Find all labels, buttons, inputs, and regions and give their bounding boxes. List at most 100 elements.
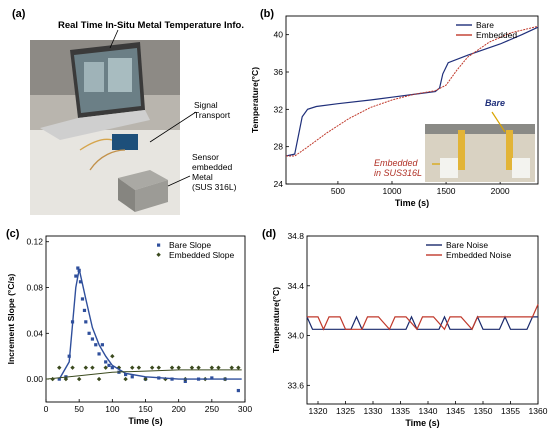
panel-letter-a: (a) [12, 8, 26, 20]
point-c-0 [57, 377, 61, 381]
point-c-1 [149, 365, 155, 370]
y-axis-label-d: Temperature(°C) [271, 287, 281, 353]
point-c-1 [209, 365, 215, 370]
inset-card-1 [440, 158, 458, 178]
point-c-0 [236, 388, 240, 393]
point-c-0 [100, 343, 104, 347]
point-c-0 [82, 308, 87, 313]
point-c-1 [176, 365, 181, 370]
series-line-c-2 [58, 269, 242, 380]
point-c-1 [156, 365, 161, 370]
panel-letter-d: (d) [262, 228, 277, 240]
annotation-embedded: in SUS316L [374, 168, 422, 178]
point-c-0 [104, 360, 108, 364]
x-tick-label-d: 1335 [391, 406, 410, 416]
x-tick-label-d: 1330 [364, 406, 383, 416]
point-c-0 [183, 379, 187, 383]
x-tick-label-d: 1325 [336, 406, 355, 416]
point-c-1 [229, 365, 234, 370]
point-c-0 [94, 343, 98, 347]
y-axis-label-b: Temperature(°C) [250, 67, 260, 133]
y-tick-label-d: 34.8 [287, 231, 304, 241]
point-c-1 [169, 365, 175, 370]
series-line-b-1 [286, 25, 539, 157]
point-c-0 [124, 372, 128, 377]
x-tick-label-c: 0 [44, 404, 49, 414]
point-c-1 [216, 365, 221, 370]
legend-marker-c [156, 252, 161, 257]
y-tick-label-c: 0.00 [26, 374, 43, 384]
point-c-0 [90, 337, 95, 341]
point-c-0 [78, 280, 83, 284]
photo-title: Real Time In-Situ Metal Temperature Info… [58, 20, 244, 31]
point-c-0 [107, 363, 111, 367]
panel-letter-b: (b) [260, 8, 275, 20]
point-c-1 [143, 376, 148, 382]
label-sensor-metal: Sensor embedded Metal (SUS 316L) [192, 152, 237, 192]
x-tick-label-d: 1320 [309, 406, 328, 416]
y-tick-label-c: 0.08 [26, 283, 43, 293]
x-axis-label-b: Time (s) [395, 198, 429, 208]
point-c-0 [80, 297, 85, 301]
point-c-1 [57, 365, 62, 370]
inset-tape-2 [506, 130, 513, 170]
y-tick-label-b: 40 [274, 30, 284, 40]
x-tick-label-c: 300 [238, 404, 252, 414]
series-line-d-0 [306, 315, 538, 330]
x-tick-label-d: 1340 [419, 406, 438, 416]
y-tick-label-b: 36 [274, 67, 284, 77]
y-tick-label-b: 24 [274, 179, 284, 189]
arrow-bare [491, 111, 506, 133]
annotation-bare: Bare [485, 98, 505, 108]
point-c-0 [74, 274, 78, 278]
x-tick-label-c: 250 [205, 404, 219, 414]
y-tick-label-b: 28 [274, 142, 284, 152]
point-c-0 [130, 375, 134, 379]
legend-label-b: Embedded [476, 30, 517, 40]
x-tick-label-b: 1500 [437, 186, 456, 196]
x-tick-label-b: 1000 [383, 186, 402, 196]
y-tick-label-d: 34.0 [287, 331, 304, 341]
x-tick-label-c: 50 [74, 404, 84, 414]
point-c-1 [196, 365, 201, 370]
y-tick-label-c: 0.04 [26, 328, 43, 338]
point-c-1 [96, 376, 102, 382]
point-c-1 [130, 365, 135, 370]
legend-label-b: Bare [476, 20, 494, 30]
point-c-1 [83, 365, 88, 370]
x-tick-label-d: 1360 [529, 406, 548, 416]
series-line-d-1 [307, 304, 539, 331]
point-c-1 [50, 376, 55, 382]
x-axis-label-d: Time (s) [405, 418, 439, 428]
legend-marker-c [157, 243, 161, 247]
point-c-0 [97, 352, 101, 356]
point-c-1 [76, 376, 82, 382]
inset-photo-top [425, 124, 535, 134]
annotation-embedded: Embedded [374, 158, 419, 168]
y-tick-label-b: 32 [274, 104, 284, 114]
x-tick-label-c: 200 [172, 404, 186, 414]
point-c-0 [110, 366, 114, 370]
point-c-1 [103, 365, 108, 370]
x-axis-label-c: Time (s) [128, 416, 162, 426]
x-tick-label-d: 1355 [501, 406, 520, 416]
series-line-c-3 [45, 369, 242, 380]
inset-card-2 [512, 158, 530, 178]
point-c-1 [110, 354, 115, 359]
panel-letter-c: (c) [6, 228, 20, 240]
y-axis-label-c: Increment Slope (°C/s) [6, 273, 16, 364]
point-c-0 [87, 331, 91, 335]
x-tick-label-c: 150 [138, 404, 152, 414]
point-c-0 [210, 376, 214, 380]
y-tick-label-d: 34.4 [287, 281, 304, 291]
point-c-1 [189, 365, 195, 370]
inset-tape-1 [458, 130, 465, 170]
legend-label-d: Bare Noise [446, 240, 488, 250]
x-tick-label-b: 2000 [491, 186, 510, 196]
y-tick-label-c: 0.12 [26, 237, 43, 247]
label-signal-transport: Signal Transport [194, 100, 231, 120]
plot-frame-d [306, 235, 539, 405]
point-c-1 [70, 365, 75, 370]
point-c-0 [84, 320, 88, 324]
